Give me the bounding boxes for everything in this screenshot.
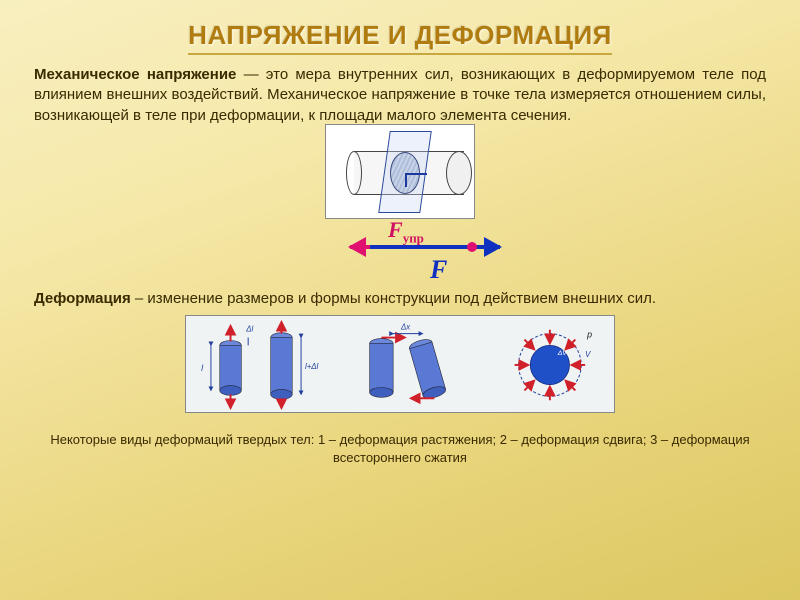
figure-deformation-types: l l+Δl Δl [185, 315, 615, 413]
slide: НАПРЯЖЕНИЕ И ДЕФОРМАЦИЯ Механическое нап… [0, 0, 800, 600]
term-stress: Механическое напряжение [34, 66, 236, 83]
label-f-upr-main: F [388, 217, 403, 242]
cylinder-cap-right [446, 151, 472, 195]
svg-text:l: l [201, 363, 204, 373]
svg-text:V: V [585, 350, 591, 359]
arrow-blue-icon [370, 245, 500, 249]
force-arrows: Fупр F [30, 223, 770, 281]
figure-cross-section [30, 124, 770, 219]
label-f: F [430, 255, 447, 285]
svg-text:p: p [586, 330, 592, 340]
label-f-upr-sub: упр [403, 230, 424, 245]
term-deformation: Деформация [34, 290, 131, 307]
paragraph-stress: Механическое напряжение — это мера внутр… [34, 65, 766, 126]
svg-text:Δl: Δl [245, 325, 253, 334]
arrow-origin-dot-icon [467, 242, 477, 252]
cylinder-cap-left [346, 151, 362, 195]
text-deformation-rest: – изменение размеров и формы конструкции… [131, 290, 656, 307]
svg-text:ΔV: ΔV [557, 350, 569, 357]
svg-text:Δx: Δx [400, 323, 411, 332]
figure-caption: Некоторые виды деформаций твердых тел: 1… [36, 431, 764, 466]
page-title: НАПРЯЖЕНИЕ И ДЕФОРМАЦИЯ [188, 20, 612, 55]
label-f-upr: Fупр [388, 217, 424, 246]
section-vector-icon [405, 173, 407, 187]
title-wrap: НАПРЯЖЕНИЕ И ДЕФОРМАЦИЯ [30, 20, 770, 55]
svg-text:l+Δl: l+Δl [305, 362, 319, 371]
crosssection-box [325, 124, 475, 219]
paragraph-deformation: Деформация – изменение размеров и формы … [34, 289, 766, 309]
deformation-svg: l l+Δl Δl [186, 316, 614, 412]
